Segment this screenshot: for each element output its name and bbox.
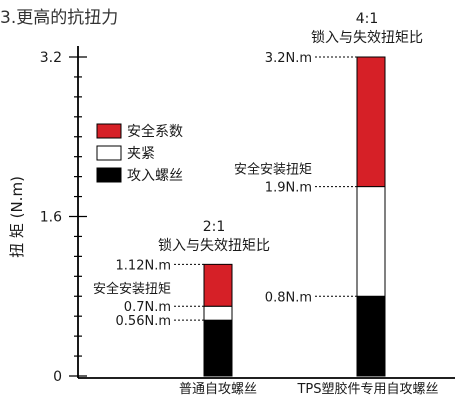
bar-segment — [203, 263, 233, 307]
value-annotation: 安全安装扭矩 — [93, 281, 171, 297]
bar-header: 2:1 锁入与失效扭矩比 — [158, 219, 270, 254]
chart-bars — [203, 56, 386, 377]
chart-title-text: 3.更高的抗扭力 — [0, 8, 118, 28]
value-annotation: 安全安装扭矩 — [234, 162, 312, 178]
bar-segment — [356, 186, 386, 297]
y-tick-label: 1.6 — [40, 210, 62, 226]
chart-axes: 0 1.6 3.2 扭 矩 (N.m) 普通自攻螺丝 TPS塑胶件专用自攻螺丝 — [8, 46, 455, 397]
bar-header: 4:1 锁入与失效扭矩比 — [311, 11, 423, 46]
legend-swatch — [96, 145, 122, 161]
chart-annotations: 2:1 锁入与失效扭矩比 4:1 锁入与失效扭矩比 1.12N.m 安全安装扭矩 0.7N.… — [93, 11, 423, 329]
y-axis-label: 扭 矩 (N.m) — [8, 176, 26, 258]
value-annotation: 1.12N.m — [116, 258, 171, 273]
bar-segment — [356, 56, 386, 188]
bar-segment — [203, 319, 233, 377]
category-label: 普通自攻螺丝 — [179, 382, 257, 397]
legend-label: 夹紧 — [127, 146, 155, 162]
legend-label: 攻入螺丝 — [127, 168, 183, 184]
y-tick-label: 3.2 — [40, 50, 62, 66]
legend-swatch — [96, 123, 122, 139]
y-tick-label: 0 — [53, 369, 62, 385]
bar-segment — [356, 295, 386, 377]
value-annotation: 3.2N.m — [265, 51, 312, 66]
bar-segment — [203, 305, 233, 321]
value-annotation: 0.7N.m — [124, 300, 171, 315]
value-annotation: 0.8N.m — [265, 290, 312, 305]
value-annotation: 0.56N.m — [116, 314, 171, 329]
legend-label: 安全系数 — [127, 123, 183, 140]
value-annotation: 1.9N.m — [265, 181, 312, 196]
category-label: TPS塑胶件专用自攻螺丝 — [296, 381, 438, 397]
chart-title: 3.更高的抗扭力 — [0, 8, 118, 28]
legend-swatch — [96, 167, 122, 183]
